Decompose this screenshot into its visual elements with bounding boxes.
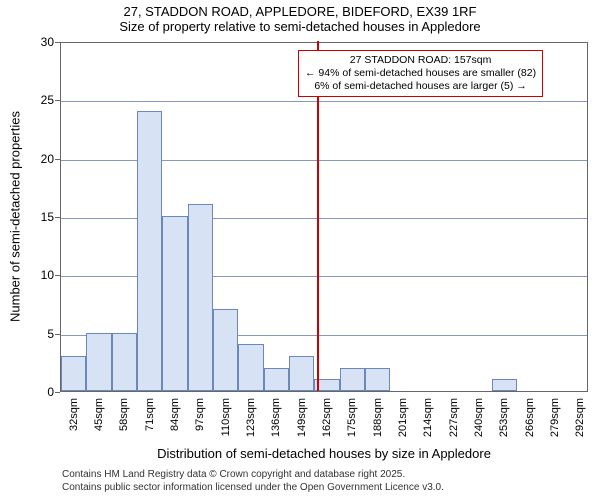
histogram-bar <box>492 379 517 391</box>
histogram-bar <box>137 111 162 391</box>
x-tick-label: 201sqm <box>397 398 409 437</box>
y-tick-mark <box>55 100 60 101</box>
footer-line2: Contains public sector information licen… <box>62 481 444 494</box>
x-tick-label: 32sqm <box>68 398 80 431</box>
footer-attribution: Contains HM Land Registry data © Crown c… <box>62 468 444 494</box>
histogram-bar <box>264 368 289 391</box>
chart-title-address: 27, STADDON ROAD, APPLEDORE, BIDEFORD, E… <box>0 4 600 19</box>
annotation-line3: 6% of semi-detached houses are larger (5… <box>305 80 536 93</box>
y-tick-label: 25 <box>30 93 54 107</box>
x-tick-label: 240sqm <box>473 398 485 437</box>
histogram-bar <box>61 356 86 391</box>
y-tick-label: 10 <box>30 268 54 282</box>
x-tick-label: 188sqm <box>372 398 384 437</box>
y-tick-mark <box>55 392 60 393</box>
x-tick-label: 97sqm <box>194 398 206 431</box>
x-tick-label: 45sqm <box>93 398 105 431</box>
x-tick-label: 292sqm <box>574 398 586 437</box>
y-axis-label: Number of semi-detached properties <box>8 87 23 347</box>
histogram-bar <box>213 309 238 391</box>
annotation-line1: 27 STADDON ROAD: 157sqm <box>305 54 536 67</box>
footer-line1: Contains HM Land Registry data © Crown c… <box>62 468 444 481</box>
grid-line <box>61 101 587 102</box>
chart-titles: 27, STADDON ROAD, APPLEDORE, BIDEFORD, E… <box>0 4 600 34</box>
x-tick-label: 110sqm <box>220 398 232 436</box>
x-tick-label: 84sqm <box>169 398 181 431</box>
histogram-bar <box>340 368 365 391</box>
histogram-bar <box>188 204 213 391</box>
chart-title-desc: Size of property relative to semi-detach… <box>0 19 600 34</box>
histogram-bar <box>289 356 314 391</box>
y-tick-label: 0 <box>30 385 54 399</box>
x-tick-label: 162sqm <box>321 398 333 437</box>
x-tick-label: 149sqm <box>296 398 308 437</box>
y-tick-mark <box>55 275 60 276</box>
property-size-histogram: 27, STADDON ROAD, APPLEDORE, BIDEFORD, E… <box>0 0 600 500</box>
y-tick-label: 30 <box>30 35 54 49</box>
x-tick-label: 214sqm <box>422 398 434 437</box>
x-tick-label: 58sqm <box>118 398 130 431</box>
x-tick-label: 279sqm <box>549 398 561 437</box>
y-tick-mark <box>55 159 60 160</box>
histogram-bar <box>238 344 263 391</box>
x-tick-label: 136sqm <box>270 398 282 437</box>
histogram-bar <box>86 333 111 391</box>
y-tick-label: 15 <box>30 210 54 224</box>
x-tick-label: 253sqm <box>498 398 510 437</box>
x-tick-label: 71sqm <box>144 398 156 431</box>
x-tick-label: 266sqm <box>524 398 536 437</box>
x-axis-label: Distribution of semi-detached houses by … <box>60 446 588 461</box>
y-tick-mark <box>55 217 60 218</box>
histogram-bar <box>112 333 137 391</box>
histogram-bar <box>162 216 187 391</box>
y-tick-label: 5 <box>30 327 54 341</box>
y-tick-label: 20 <box>30 152 54 166</box>
x-tick-label: 123sqm <box>245 398 257 437</box>
y-tick-mark <box>55 42 60 43</box>
x-tick-label: 227sqm <box>448 398 460 437</box>
histogram-bar <box>365 368 390 391</box>
x-tick-label: 175sqm <box>346 398 358 437</box>
y-tick-mark <box>55 334 60 335</box>
annotation-line2: ← 94% of semi-detached houses are smalle… <box>305 67 536 80</box>
annotation-box: 27 STADDON ROAD: 157sqm ← 94% of semi-de… <box>298 50 543 97</box>
